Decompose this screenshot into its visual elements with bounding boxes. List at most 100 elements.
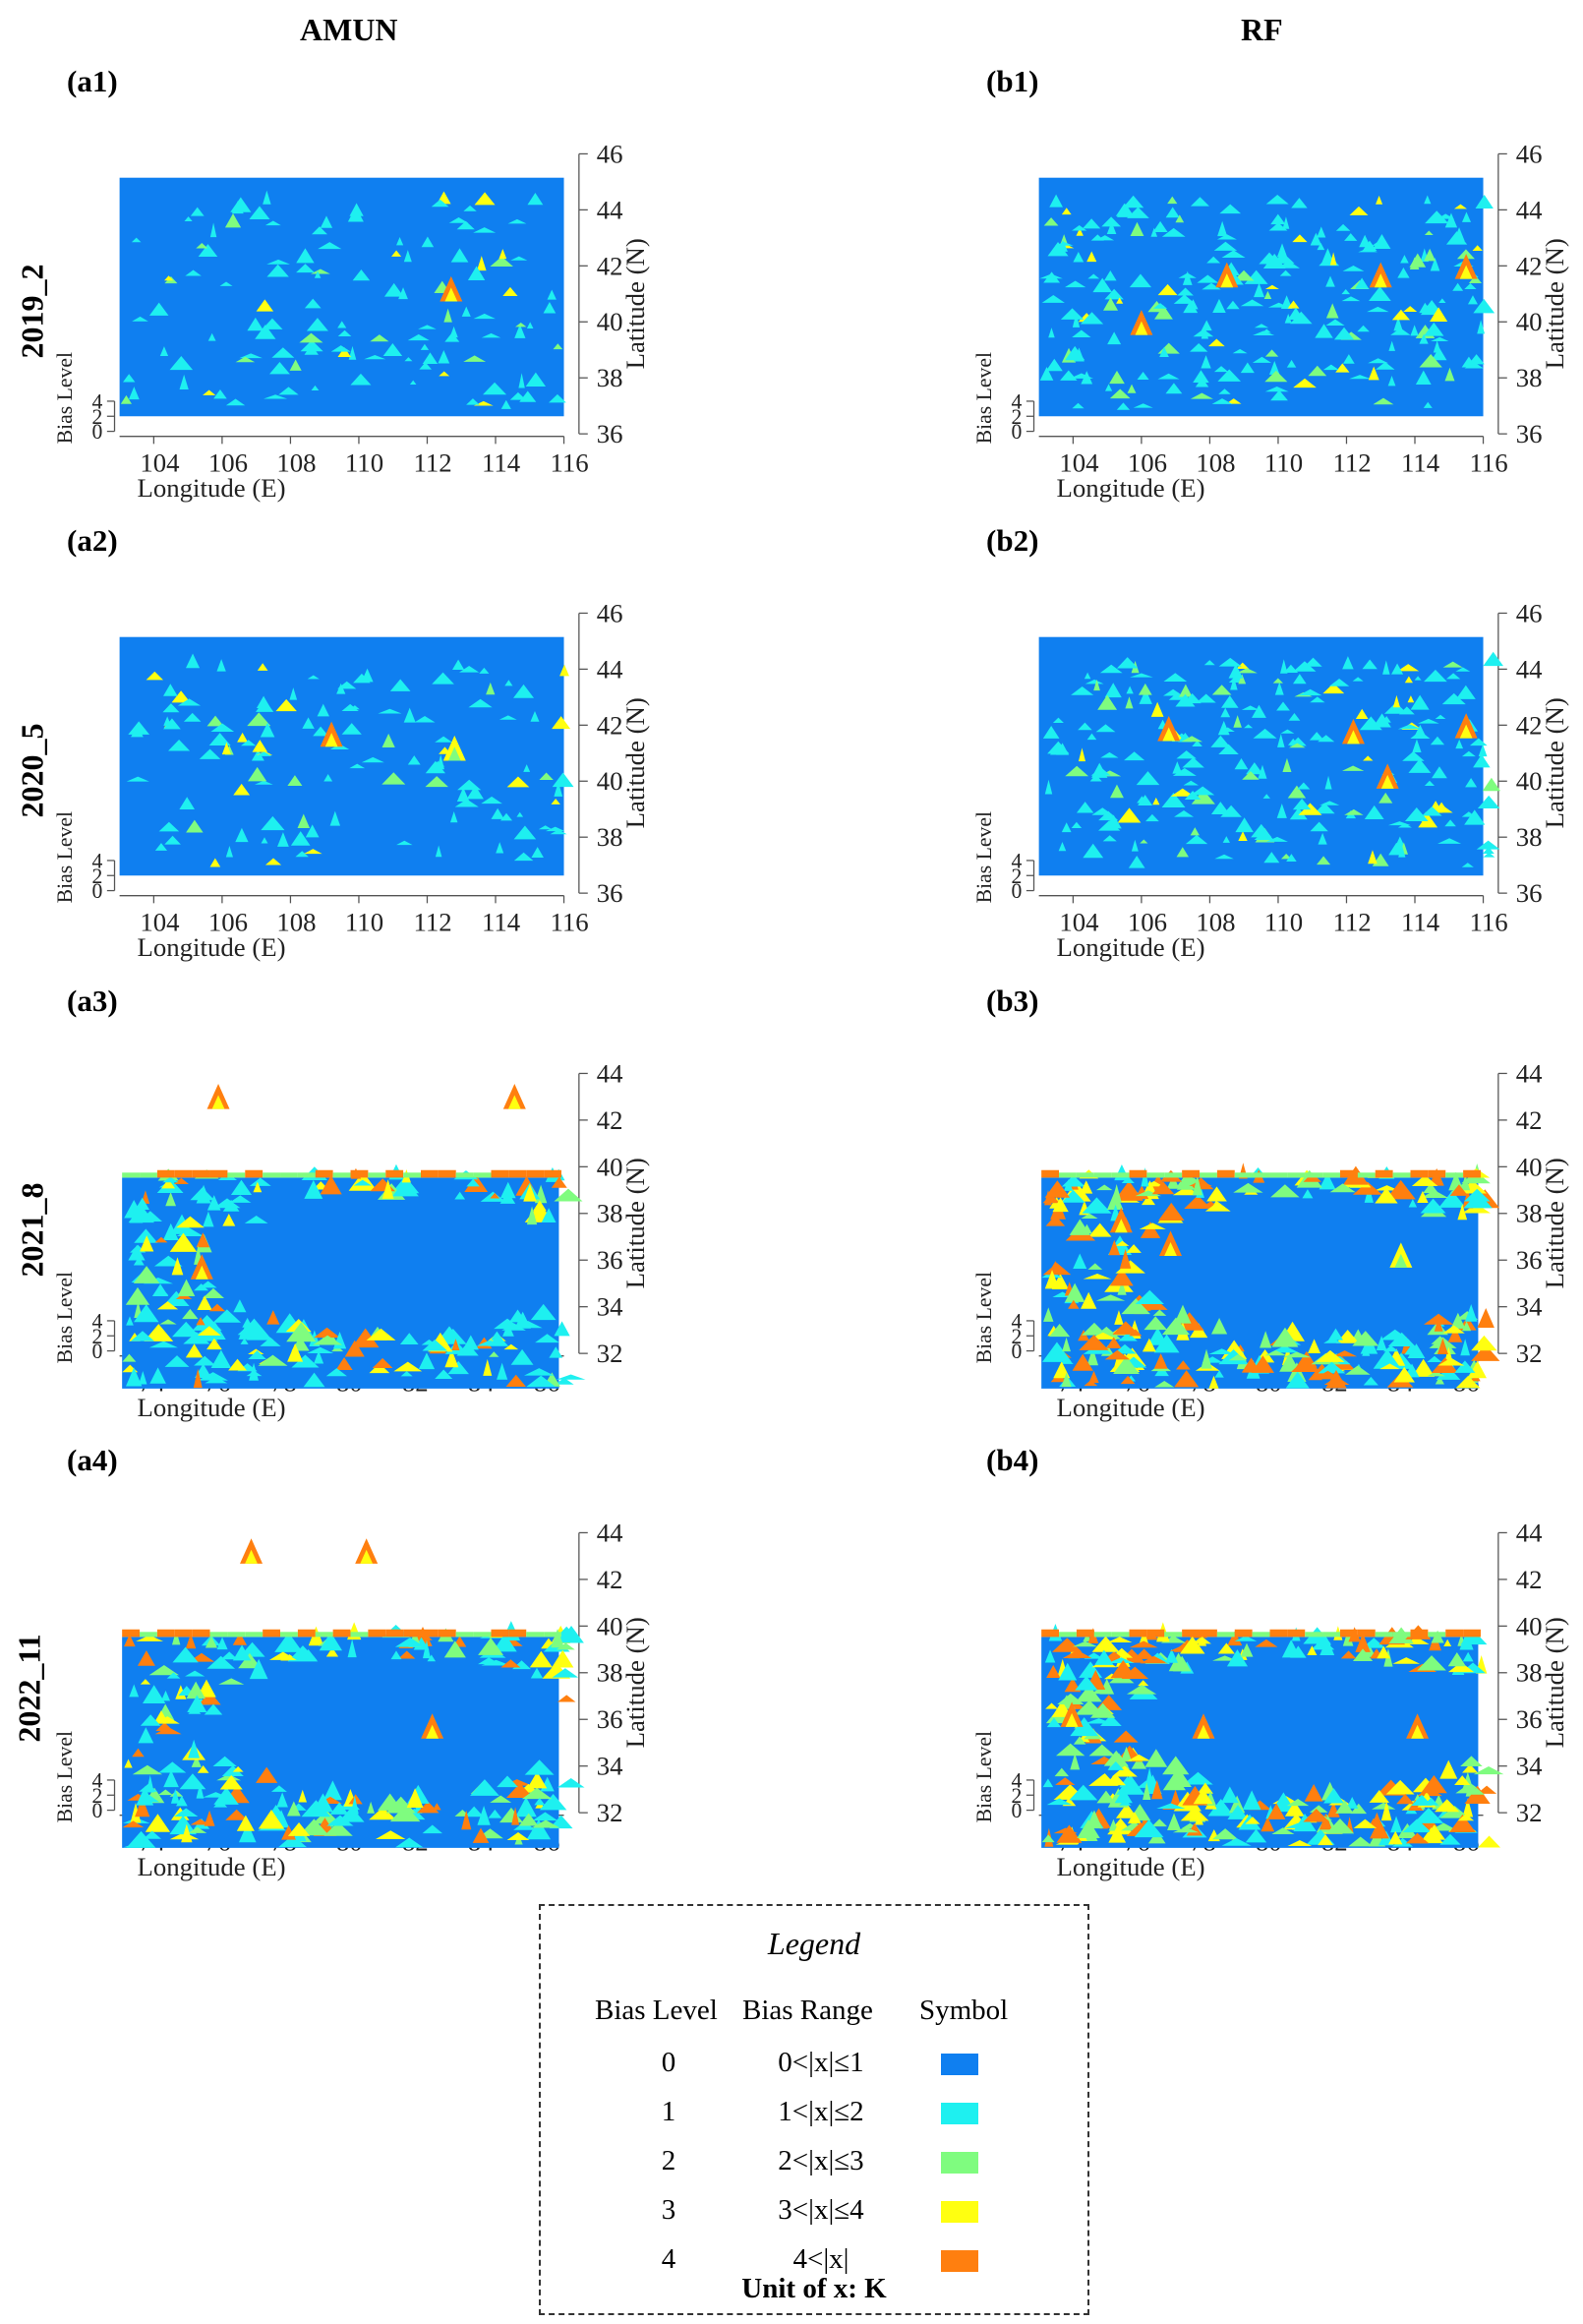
ridge-cell [1076, 1629, 1094, 1638]
bias-peak [1253, 330, 1275, 335]
ridge-cell [1111, 1172, 1130, 1178]
bias-peak [447, 1360, 469, 1375]
bias-peak [219, 281, 233, 286]
bias-peak [177, 1279, 196, 1297]
bias-peak [498, 248, 507, 260]
bias-peak [124, 1634, 136, 1647]
bias-peak [554, 782, 563, 797]
bias-peak [1344, 808, 1364, 815]
bias-peak [216, 1637, 228, 1650]
bias-peak [216, 659, 226, 672]
hotspot-core [360, 1549, 374, 1564]
bias-peak [260, 1337, 281, 1346]
y-tick-label: 40 [597, 1152, 623, 1181]
x-tick-label: 104 [140, 907, 179, 936]
bias-peak [1192, 1175, 1202, 1196]
bias-peak [427, 1654, 437, 1662]
bias-peak [1184, 1195, 1212, 1209]
bias-peak [263, 190, 271, 205]
bias-peak [513, 684, 535, 698]
bias-surface [1038, 636, 1503, 876]
bias-peak [1121, 1666, 1149, 1679]
bias-peak [425, 776, 448, 788]
bias-peak [129, 1684, 140, 1698]
hotspot-core [1459, 724, 1473, 739]
bias-peak [1263, 852, 1280, 864]
bias-peak [1041, 294, 1065, 303]
bias-peak [1181, 736, 1203, 743]
bias-peak [361, 756, 384, 763]
bias-peak [1391, 309, 1411, 321]
bias-peak [1144, 1749, 1168, 1767]
bias-peak [295, 851, 309, 858]
panel-label: (a3) [67, 983, 118, 1018]
bias-peak [1398, 844, 1406, 858]
bias-peak [266, 1310, 280, 1325]
bias-peak [137, 1650, 155, 1666]
bias-peak [337, 681, 357, 689]
bias-peak [527, 192, 544, 206]
bias-peak [1410, 694, 1430, 710]
bias-peak [1318, 1834, 1333, 1846]
bias-peak [198, 244, 218, 258]
bias-peak [1388, 340, 1396, 351]
bias-peak [556, 1374, 586, 1380]
bias-peak [237, 732, 249, 743]
bias-peak [459, 665, 480, 673]
bias-peak [1353, 1818, 1378, 1828]
z-axis-label: Bias Level [53, 1272, 77, 1363]
bias-peak [1095, 1294, 1126, 1301]
bias-peak [479, 667, 490, 674]
bias-peak [483, 1358, 493, 1376]
bias-peak [1108, 1818, 1119, 1831]
ridge-cell [192, 1169, 210, 1178]
ridge-cell [544, 1632, 561, 1638]
y-tick-label: 38 [597, 363, 623, 392]
bias-peak [1412, 739, 1422, 752]
bias-peak [199, 1281, 217, 1288]
bias-peak [513, 825, 537, 840]
bias-peak [209, 858, 221, 867]
bias-peak [1483, 852, 1495, 858]
bias-peak [337, 329, 352, 337]
ridge-cell [403, 1629, 421, 1638]
bias-peak [1382, 660, 1390, 675]
bias-peak [1321, 248, 1334, 263]
bias-peak [146, 671, 164, 681]
bias-peak [1136, 771, 1160, 786]
bias-peak [320, 1175, 342, 1195]
row-title-2020-5: 2020_5 [14, 723, 50, 818]
bias-peak [1107, 1761, 1125, 1770]
bias-peak [1271, 1327, 1299, 1347]
bias-peak [1477, 795, 1500, 809]
bias-peak [514, 324, 526, 338]
bias-peak [422, 1639, 431, 1659]
bias-peak [531, 847, 544, 858]
bias-peak [543, 302, 557, 314]
ridge-cell [1410, 1169, 1429, 1178]
bias-peak [257, 663, 268, 671]
bias-peak [1097, 694, 1118, 710]
bias-peak [1431, 336, 1449, 341]
bias-peak [1043, 217, 1059, 226]
bias-peak [172, 1321, 201, 1338]
bias-peak [145, 1814, 171, 1832]
bias-peak [163, 1770, 179, 1788]
bias-peak [1460, 1339, 1470, 1356]
bias-peak [1258, 764, 1267, 779]
bias-peak [1217, 1642, 1235, 1654]
bias-peak [559, 664, 569, 677]
bias-peak [1397, 823, 1412, 828]
bias-peak [1439, 1759, 1458, 1779]
bias-peak [466, 398, 480, 405]
bias-peak [1117, 1281, 1127, 1295]
bias-peak [1438, 1190, 1466, 1208]
y-axis-label: Latitude (N) [1540, 697, 1569, 828]
ridge-cell [297, 1629, 316, 1638]
bias-peak [1387, 1332, 1416, 1347]
bias-peak [463, 205, 477, 211]
bias-peak [488, 1809, 502, 1818]
bias-peak [1292, 234, 1308, 243]
bias-peak [278, 387, 299, 395]
